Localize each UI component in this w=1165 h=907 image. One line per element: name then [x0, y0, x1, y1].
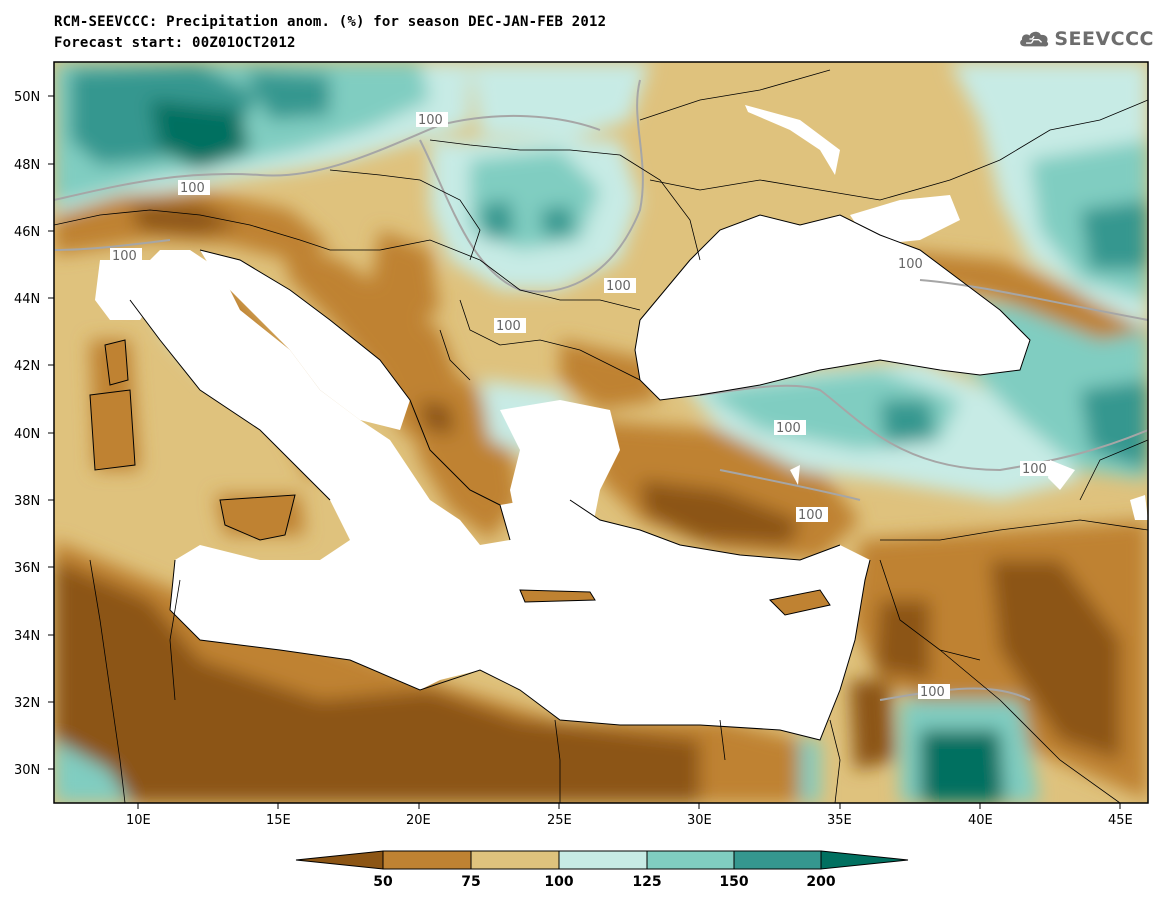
island-cyprus: [770, 590, 830, 615]
colorbar-segment-lt50: [295, 850, 384, 870]
y-tick-label: 40N: [14, 427, 40, 442]
island-corsica: [105, 340, 128, 385]
coastlines: [89, 214, 1031, 741]
contour-label-2: 100: [180, 181, 205, 196]
island-sicily: [220, 495, 295, 540]
colorbar-label: 50: [373, 874, 393, 890]
colorbar-segment-gt200: [820, 850, 909, 870]
y-tick-label: 32N: [14, 696, 40, 711]
map-plot-area: 100 100 100 100 100 100 100 100 100 100: [54, 62, 1148, 803]
dry-core-libya: [54, 560, 700, 803]
colorbar-segment-150-200: [733, 850, 822, 870]
anomaly-field-patches: [54, 62, 1148, 803]
dry-core-jordan: [850, 680, 895, 770]
contour-label-7: 100: [1022, 462, 1047, 477]
contour-label-6: 100: [776, 421, 801, 436]
contour-label-3: 100: [112, 249, 137, 264]
island-sardinia: [90, 390, 135, 470]
islands: [90, 340, 830, 615]
x-tick-label: 10E: [126, 813, 151, 828]
wet-core-south-germany: [150, 100, 250, 170]
colorbar-segment-50-75: [382, 850, 472, 870]
aegean-sea: [500, 400, 620, 560]
y-tick-label: 46N: [14, 225, 40, 240]
forecast-start: Forecast start: 00Z01OCT2012: [54, 35, 296, 51]
x-tick-label: 15E: [266, 813, 291, 828]
dry-core-syria: [990, 560, 1120, 760]
y-tick-label: 34N: [14, 629, 40, 644]
x-tick-label: 30E: [687, 813, 712, 828]
y-tick-label: 38N: [14, 494, 40, 509]
wet-core-carpathians: [480, 200, 515, 240]
sea-areas: [95, 195, 1030, 740]
contour-labels: 100 100 100 100 100 100 100 100 100 100: [110, 112, 1052, 700]
seevccc-logo: SEEVCCC: [1018, 22, 1154, 56]
y-axis-ticks: [48, 95, 54, 770]
map-title: RCM-SEEVCCC: Precipitation anom. (%) for…: [54, 14, 607, 30]
ligurian-sea: [95, 260, 160, 320]
mediterranean-sea: [130, 250, 870, 740]
adriatic-sea: [200, 250, 410, 430]
island-crete: [520, 590, 595, 602]
y-tick-label: 48N: [14, 158, 40, 173]
lakes: [745, 105, 1148, 520]
dry-core-lebanon: [875, 600, 930, 680]
cloud-icon: [1020, 31, 1049, 47]
y-tick-label: 36N: [14, 561, 40, 576]
colorbar-label: 100: [544, 874, 574, 890]
contour-label-9: 100: [920, 685, 945, 700]
x-tick-label: 45E: [1108, 813, 1133, 828]
y-tick-label: 50N: [14, 90, 40, 105]
colorbar-label: 75: [461, 874, 481, 890]
wet-tunisia-south: [54, 740, 130, 803]
y-tick-label: 30N: [14, 763, 40, 778]
wet-core-east-turkey: [880, 400, 935, 445]
contour-label-1: 100: [418, 113, 443, 128]
country-borders: [54, 69, 1148, 803]
wet-core-saudi: [920, 730, 1005, 803]
contour-label-8: 100: [798, 508, 823, 523]
colorbar-label: 150: [719, 874, 749, 890]
colorbar-label: 200: [806, 874, 836, 890]
dry-core-anatolia: [640, 480, 800, 545]
colorbar: [295, 850, 909, 870]
wet-core-romania: [540, 205, 575, 238]
y-tick-label: 42N: [14, 359, 40, 374]
dry-band-serbia: [370, 230, 440, 330]
dry-band-thrace: [560, 340, 660, 410]
x-tick-label: 40E: [968, 813, 993, 828]
contour-label-4: 100: [606, 279, 631, 294]
x-tick-label: 25E: [547, 813, 572, 828]
contour-lines-100: [54, 79, 1148, 701]
black-sea: [635, 215, 1030, 400]
x-tick-label: 20E: [406, 813, 431, 828]
y-tick-label: 44N: [14, 292, 40, 307]
colorbar-segment-125-150: [646, 850, 735, 870]
dry-core-alps: [130, 205, 240, 235]
colorbar-segment-75-100: [470, 850, 560, 870]
x-axis-ticks: [137, 803, 1121, 809]
y-axis-labels: 50N 48N 46N 44N 42N 40N 38N 36N 34N 32N …: [14, 90, 40, 778]
x-axis-labels: 10E 15E 20E 25E 30E 35E 40E 45E: [126, 813, 1133, 828]
wet-core-russia: [1080, 200, 1148, 270]
wet-strip-ukraine: [470, 62, 650, 140]
sea-of-azov: [850, 195, 960, 245]
contour-label-5: 100: [496, 319, 521, 334]
colorbar-segment-100-125: [558, 850, 648, 870]
logo-text: SEEVCCC: [1054, 28, 1154, 50]
x-tick-label: 35E: [827, 813, 852, 828]
wet-core-bavaria: [245, 70, 330, 120]
colorbar-label: 125: [632, 874, 662, 890]
contour-label-10: 100: [898, 257, 923, 272]
dry-core-greece: [420, 400, 455, 435]
